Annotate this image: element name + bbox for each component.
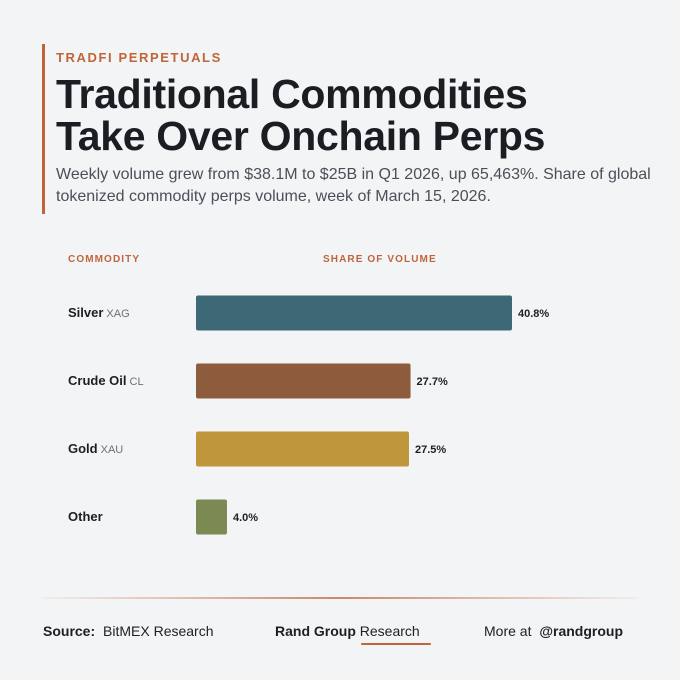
title-line-1: Traditional Commodities xyxy=(56,71,528,117)
row-label-crude-oil: Crude Oil CL xyxy=(68,371,144,391)
column-header-share: SHARE OF VOLUME xyxy=(323,254,437,265)
commodity-name: Other xyxy=(68,509,103,524)
title-line-2: Take Over Onchain Perps xyxy=(56,113,546,159)
brand: Rand Group Research xyxy=(275,622,431,645)
source-value: BitMEX Research xyxy=(103,623,214,639)
commodity-name: Gold xyxy=(68,441,98,456)
header: TRADFI PERPETUALS Traditional Commoditie… xyxy=(42,44,652,214)
source-label: Source: xyxy=(43,623,96,639)
commodity-code: XAU xyxy=(100,444,124,456)
eyebrow-label: TRADFI PERPETUALS xyxy=(56,50,222,65)
footer-divider xyxy=(42,597,638,599)
commodity-name: Crude Oil xyxy=(68,373,127,388)
value-label-other: 4.0% xyxy=(233,512,258,524)
value-label-crude-oil: 27.7% xyxy=(417,376,448,388)
bar-other xyxy=(196,499,227,535)
column-header-commodity: COMMODITY xyxy=(68,254,141,265)
brand-name: Rand Group xyxy=(275,623,356,639)
value-label-gold: 27.5% xyxy=(415,444,446,456)
row-label-silver: Silver XAG xyxy=(68,303,130,323)
more-at: More at @randgroup xyxy=(484,622,623,640)
commodity-name: Silver xyxy=(68,305,104,320)
subtitle: Weekly volume grew from $38.1M to $25B i… xyxy=(56,166,651,205)
commodity-code: XAG xyxy=(106,308,130,320)
footer: Source: BitMEX Research Rand Group Resea… xyxy=(0,622,680,645)
page-title: Traditional Commodities Take Over Onchai… xyxy=(56,73,652,157)
row-label-other: Other xyxy=(68,507,103,527)
brand-suffix: Research xyxy=(359,623,420,639)
bar-silver xyxy=(196,295,512,331)
social-handle[interactable]: @randgroup xyxy=(539,623,624,639)
brand-underline xyxy=(361,643,431,645)
bar-crude-oil xyxy=(196,363,411,399)
more-label: More at xyxy=(484,623,532,639)
bar-gold xyxy=(196,431,409,467)
commodity-code: CL xyxy=(129,376,144,388)
source-credit: Source: BitMEX Research xyxy=(43,622,214,640)
row-label-gold: Gold XAU xyxy=(68,439,123,459)
value-label-silver: 40.8% xyxy=(518,308,549,320)
